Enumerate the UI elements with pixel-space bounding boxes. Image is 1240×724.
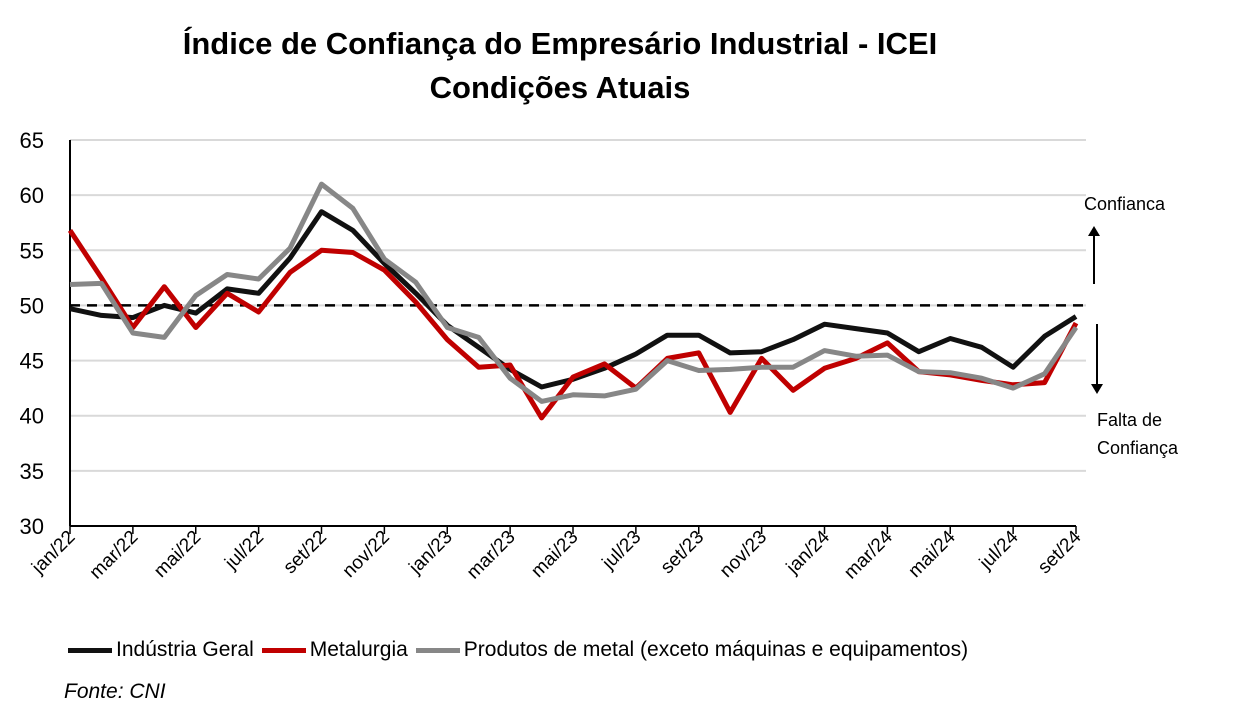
- subtitle-line: Condições Atuais: [429, 70, 691, 105]
- y-tick-label: 35: [20, 459, 44, 484]
- arrow-up-icon: [1088, 226, 1100, 236]
- y-tick-label: 40: [20, 404, 44, 429]
- x-tick-label: mar/23: [463, 527, 520, 584]
- legend-label: Metalurgia: [309, 638, 408, 661]
- annotation-confidence: Confianca: [1084, 194, 1166, 214]
- x-tick-label: mai/22: [150, 527, 205, 582]
- legend-item-produtos-metal: Produtos de metal (exceto máquinas e equ…: [415, 638, 969, 662]
- x-tick-label: jan/23: [405, 527, 457, 579]
- x-tick-label: mar/22: [86, 527, 143, 584]
- x-tick-label: jul/23: [598, 527, 646, 575]
- x-tick-label: set/22: [280, 527, 331, 578]
- legend-item-industria: Indústria Geral: [68, 638, 254, 662]
- legend-swatch: [415, 647, 460, 653]
- y-tick-label: 30: [20, 514, 44, 539]
- source-note: Fonte: CNI: [64, 680, 166, 703]
- x-tick-label: jul/24: [975, 526, 1023, 574]
- legend-label: Indústria Geral: [116, 638, 254, 661]
- x-tick-label: jan/24: [782, 526, 834, 578]
- x-tick-label: mar/24: [840, 526, 897, 583]
- y-tick-label: 60: [20, 183, 44, 208]
- annotation-no-confidence-2: Confiança: [1097, 438, 1179, 458]
- annotation-no-confidence-1: Falta de: [1097, 410, 1163, 430]
- chart-title: Índice de Confiança do Empresário Indust…: [0, 22, 1120, 110]
- y-tick-label: 55: [20, 238, 44, 263]
- title-line: Índice de Confiança do Empresário Indust…: [182, 26, 938, 61]
- legend: Indústria Geral Metalurgia Produtos de m…: [68, 638, 976, 662]
- x-tick-label: set/23: [657, 527, 708, 578]
- legend-item-metalurgia: Metalurgia: [261, 638, 408, 662]
- y-tick-label: 65: [20, 128, 44, 153]
- y-tick-label: 50: [20, 293, 44, 318]
- x-tick-label: nov/22: [339, 527, 394, 582]
- x-tick-label: mai/23: [527, 527, 582, 582]
- x-tick-label: jul/22: [220, 527, 268, 575]
- x-tick-label: nov/23: [716, 527, 771, 582]
- legend-swatch: [68, 647, 112, 653]
- legend-swatch: [261, 647, 306, 653]
- legend-label: Produtos de metal (exceto máquinas e equ…: [463, 638, 969, 661]
- x-tick-label: mai/24: [905, 526, 960, 581]
- arrow-down-icon: [1091, 384, 1103, 394]
- series-line-1: [67, 229, 1079, 421]
- y-tick-label: 45: [20, 349, 44, 374]
- x-tick-label: set/24: [1034, 526, 1086, 578]
